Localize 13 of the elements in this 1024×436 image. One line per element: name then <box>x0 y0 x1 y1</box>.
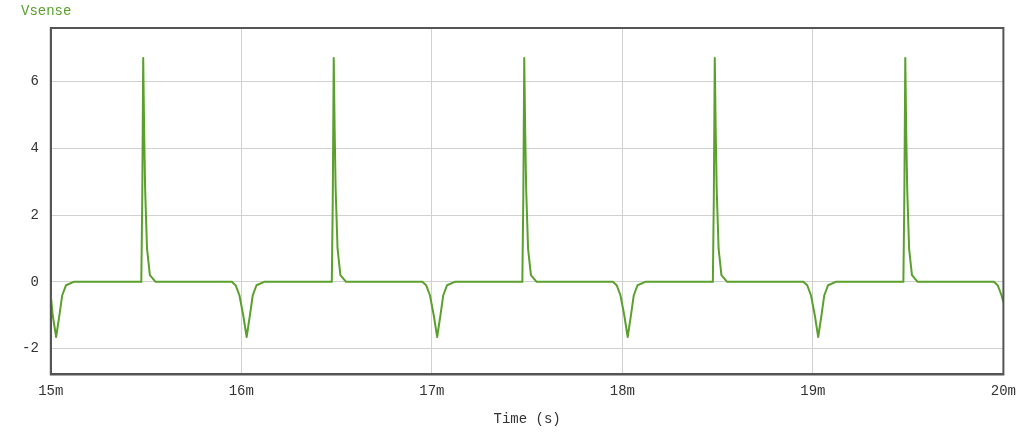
y-tick-label: -2 <box>21 340 39 357</box>
x-tick-label: 17m <box>419 382 445 399</box>
x-tick-label: 19m <box>800 382 826 399</box>
x-axis-title: Time (s) <box>493 411 561 428</box>
y-tick-label: 0 <box>30 273 39 290</box>
text: Vsense <box>21 2 72 19</box>
x-tick-label: 20m <box>990 382 1017 399</box>
y-tick-label: 4 <box>30 139 39 156</box>
x-tick-label: 16m <box>228 382 254 399</box>
y-tick-label: 2 <box>30 206 39 223</box>
y-tick-label: 6 <box>30 73 39 90</box>
x-tick-label: 18m <box>609 382 635 399</box>
x-tick-label: 15m <box>38 382 64 399</box>
